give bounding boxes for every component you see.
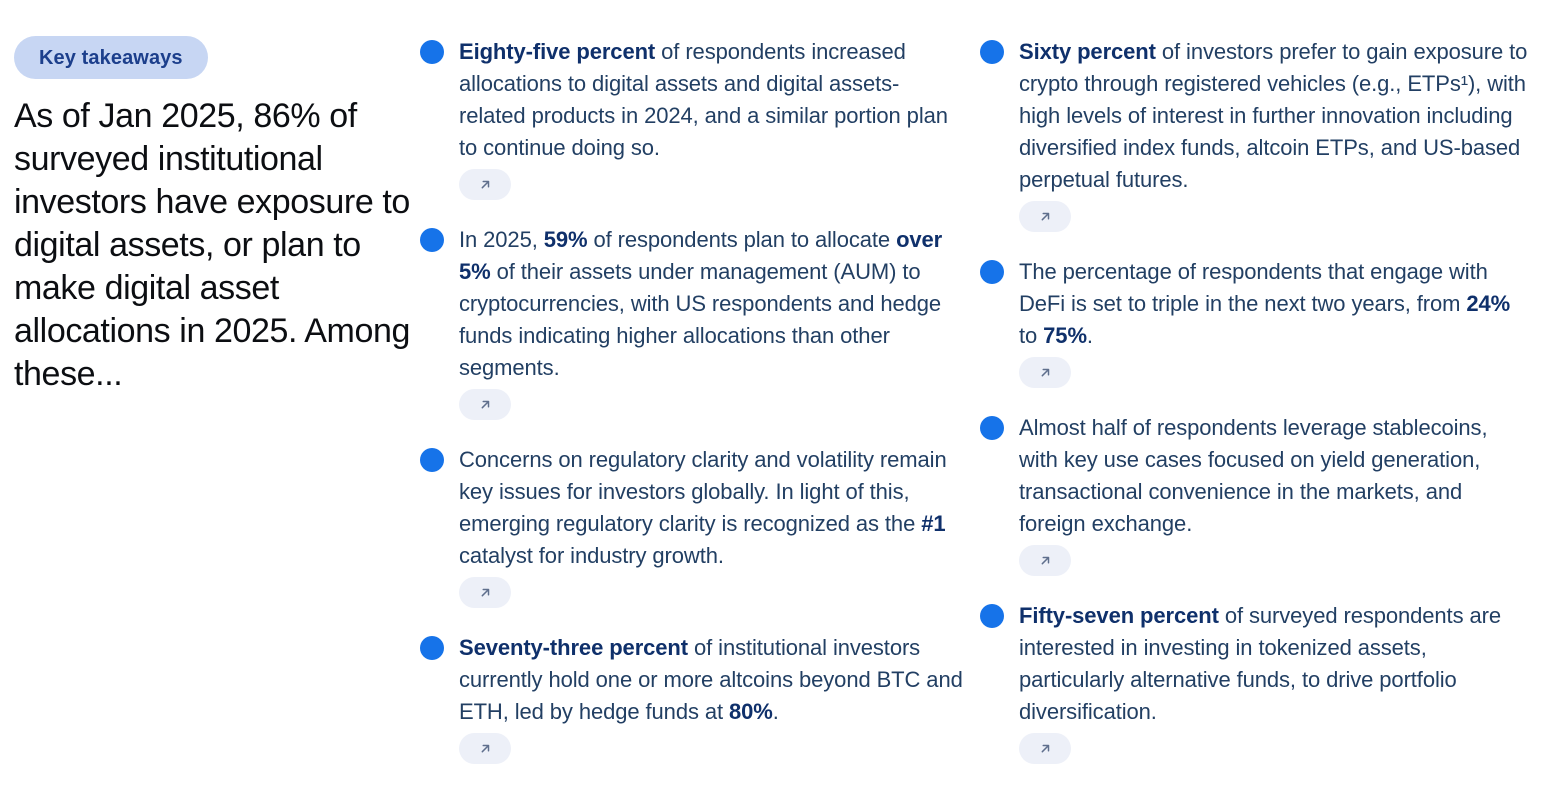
takeaway-text: Fifty-seven percent of surveyed responde… (1019, 603, 1501, 724)
takeaway-text: Sixty percent of investors prefer to gai… (1019, 39, 1528, 192)
source-link-button[interactable] (459, 169, 511, 200)
takeaway-text: Eighty-five percent of respondents incre… (459, 39, 948, 160)
takeaway-item: The percentage of respondents that engag… (980, 256, 1531, 388)
takeaway-body: Sixty percent of investors prefer to gai… (1019, 36, 1531, 232)
source-link-button[interactable] (459, 733, 511, 764)
takeaway-text: Seventy-three percent of institutional i… (459, 635, 963, 724)
bullet-dot-icon (420, 40, 444, 64)
bullet-dot-icon (420, 448, 444, 472)
arrow-up-right-icon (1041, 744, 1049, 753)
takeaway-text: Concerns on regulatory clarity and volat… (459, 447, 947, 568)
takeaway-body: In 2025, 59% of respondents plan to allo… (459, 224, 965, 420)
source-link-button[interactable] (459, 389, 511, 420)
takeaway-item: Eighty-five percent of respondents incre… (420, 36, 965, 200)
bullet-dot-icon (420, 228, 444, 252)
takeaway-body: The percentage of respondents that engag… (1019, 256, 1531, 388)
takeaway-body: Almost half of respondents leverage stab… (1019, 412, 1531, 576)
takeaway-item: Sixty percent of investors prefer to gai… (980, 36, 1531, 232)
intro-column: Key takeaways As of Jan 2025, 86% of sur… (14, 36, 412, 396)
source-link-button[interactable] (459, 577, 511, 608)
source-link-button[interactable] (1019, 201, 1071, 232)
takeaway-body: Fifty-seven percent of surveyed responde… (1019, 600, 1531, 764)
arrow-up-right-icon (481, 744, 489, 753)
takeaway-item: Almost half of respondents leverage stab… (980, 412, 1531, 576)
intro-heading: As of Jan 2025, 86% of surveyed institut… (14, 97, 410, 393)
source-link-button[interactable] (1019, 545, 1071, 576)
takeaways-column-2: Sixty percent of investors prefer to gai… (980, 36, 1531, 788)
takeaway-text: Almost half of respondents leverage stab… (1019, 415, 1488, 536)
takeaways-column-1: Eighty-five percent of respondents incre… (420, 36, 965, 788)
bullet-dot-icon (980, 416, 1004, 440)
arrow-up-right-icon (481, 400, 489, 409)
key-takeaways-section: Key takeaways As of Jan 2025, 86% of sur… (14, 36, 1531, 788)
takeaway-body: Seventy-three percent of institutional i… (459, 632, 965, 764)
takeaway-item: Concerns on regulatory clarity and volat… (420, 444, 965, 608)
key-takeaways-badge: Key takeaways (14, 36, 208, 79)
takeaway-body: Eighty-five percent of respondents incre… (459, 36, 965, 200)
takeaway-text: The percentage of respondents that engag… (1019, 259, 1511, 348)
takeaway-item: Fifty-seven percent of surveyed responde… (980, 600, 1531, 764)
bullet-dot-icon (980, 40, 1004, 64)
arrow-up-right-icon (481, 180, 489, 189)
arrow-up-right-icon (1041, 556, 1049, 565)
arrow-up-right-icon (481, 588, 489, 597)
bullet-dot-icon (980, 260, 1004, 284)
arrow-up-right-icon (1041, 368, 1049, 377)
takeaway-text: In 2025, 59% of respondents plan to allo… (459, 227, 943, 380)
bullet-dot-icon (420, 636, 444, 660)
source-link-button[interactable] (1019, 733, 1071, 764)
takeaway-body: Concerns on regulatory clarity and volat… (459, 444, 965, 608)
arrow-up-right-icon (1041, 212, 1049, 221)
takeaway-item: In 2025, 59% of respondents plan to allo… (420, 224, 965, 420)
bullet-dot-icon (980, 604, 1004, 628)
takeaway-item: Seventy-three percent of institutional i… (420, 632, 965, 764)
source-link-button[interactable] (1019, 357, 1071, 388)
